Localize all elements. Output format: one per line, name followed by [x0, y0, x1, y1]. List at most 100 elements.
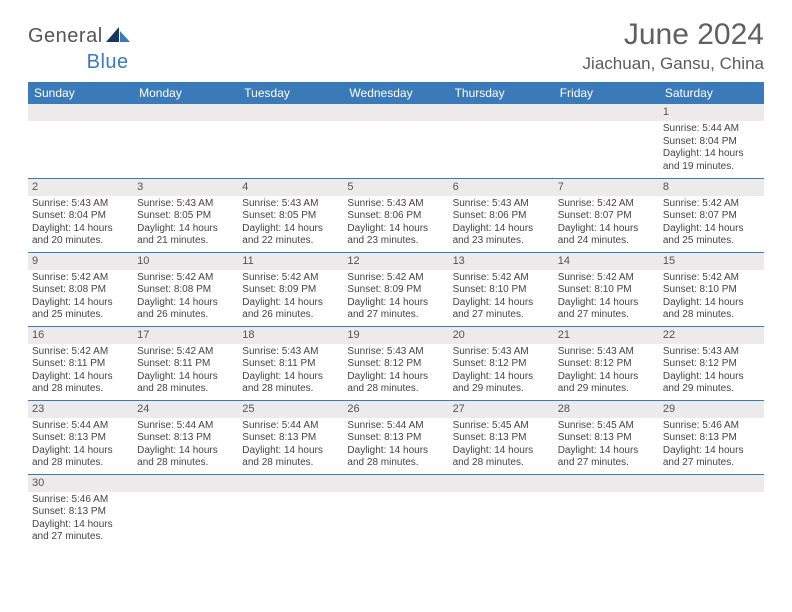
day-content: Sunrise: 5:42 AMSunset: 8:10 PMDaylight:… [449, 270, 554, 324]
calendar-day-cell: 2Sunrise: 5:43 AMSunset: 8:04 PMDaylight… [28, 178, 133, 252]
calendar-table: Sunday Monday Tuesday Wednesday Thursday… [28, 82, 764, 548]
day-number [554, 475, 659, 492]
calendar-day-cell [554, 474, 659, 548]
sunrise-text: Sunrise: 5:42 AM [663, 198, 760, 211]
calendar-day-cell: 30Sunrise: 5:46 AMSunset: 8:13 PMDayligh… [28, 474, 133, 548]
sunrise-text: Sunrise: 5:43 AM [558, 346, 655, 359]
calendar-day-cell: 11Sunrise: 5:42 AMSunset: 8:09 PMDayligh… [238, 252, 343, 326]
sunrise-text: Sunrise: 5:43 AM [242, 346, 339, 359]
calendar-day-cell: 15Sunrise: 5:42 AMSunset: 8:10 PMDayligh… [659, 252, 764, 326]
sunrise-text: Sunrise: 5:44 AM [347, 420, 444, 433]
calendar-week-row: 1Sunrise: 5:44 AMSunset: 8:04 PMDaylight… [28, 104, 764, 178]
daylight-text: Daylight: 14 hours and 25 minutes. [663, 223, 760, 248]
daylight-text: Daylight: 14 hours and 28 minutes. [453, 445, 550, 470]
calendar-day-cell: 14Sunrise: 5:42 AMSunset: 8:10 PMDayligh… [554, 252, 659, 326]
daylight-text: Daylight: 14 hours and 28 minutes. [663, 297, 760, 322]
calendar-week-row: 2Sunrise: 5:43 AMSunset: 8:04 PMDaylight… [28, 178, 764, 252]
day-number: 7 [554, 179, 659, 196]
day-content: Sunrise: 5:43 AMSunset: 8:05 PMDaylight:… [133, 196, 238, 250]
day-content: Sunrise: 5:42 AMSunset: 8:08 PMDaylight:… [28, 270, 133, 324]
day-content: Sunrise: 5:42 AMSunset: 8:09 PMDaylight:… [343, 270, 448, 324]
month-title: June 2024 [583, 18, 764, 52]
sunrise-text: Sunrise: 5:44 AM [32, 420, 129, 433]
sunrise-text: Sunrise: 5:43 AM [347, 198, 444, 211]
day-content: Sunrise: 5:44 AMSunset: 8:13 PMDaylight:… [343, 418, 448, 472]
sunrise-text: Sunrise: 5:43 AM [242, 198, 339, 211]
day-number: 1 [659, 104, 764, 121]
sunset-text: Sunset: 8:09 PM [347, 284, 444, 297]
daylight-text: Daylight: 14 hours and 24 minutes. [558, 223, 655, 248]
sunset-text: Sunset: 8:08 PM [32, 284, 129, 297]
calendar-day-cell [449, 104, 554, 178]
page: GeneralBlue June 2024 Jiachuan, Gansu, C… [0, 0, 792, 566]
day-number: 10 [133, 253, 238, 270]
calendar-day-cell: 3Sunrise: 5:43 AMSunset: 8:05 PMDaylight… [133, 178, 238, 252]
sunrise-text: Sunrise: 5:44 AM [137, 420, 234, 433]
calendar-day-cell: 24Sunrise: 5:44 AMSunset: 8:13 PMDayligh… [133, 400, 238, 474]
calendar-week-row: 23Sunrise: 5:44 AMSunset: 8:13 PMDayligh… [28, 400, 764, 474]
sunrise-text: Sunrise: 5:43 AM [347, 346, 444, 359]
day-content: Sunrise: 5:43 AMSunset: 8:05 PMDaylight:… [238, 196, 343, 250]
day-content: Sunrise: 5:45 AMSunset: 8:13 PMDaylight:… [449, 418, 554, 472]
day-number: 18 [238, 327, 343, 344]
sunrise-text: Sunrise: 5:45 AM [558, 420, 655, 433]
calendar-day-cell [449, 474, 554, 548]
calendar-day-cell: 4Sunrise: 5:43 AMSunset: 8:05 PMDaylight… [238, 178, 343, 252]
day-number: 30 [28, 475, 133, 492]
day-content: Sunrise: 5:42 AMSunset: 8:09 PMDaylight:… [238, 270, 343, 324]
day-number [238, 104, 343, 121]
day-number: 15 [659, 253, 764, 270]
sunset-text: Sunset: 8:10 PM [663, 284, 760, 297]
calendar-day-cell: 7Sunrise: 5:42 AMSunset: 8:07 PMDaylight… [554, 178, 659, 252]
day-number [238, 475, 343, 492]
weekday-header: Tuesday [238, 82, 343, 104]
weekday-header: Friday [554, 82, 659, 104]
sunrise-text: Sunrise: 5:42 AM [137, 272, 234, 285]
day-content: Sunrise: 5:44 AMSunset: 8:13 PMDaylight:… [133, 418, 238, 472]
sunrise-text: Sunrise: 5:42 AM [32, 346, 129, 359]
daylight-text: Daylight: 14 hours and 20 minutes. [32, 223, 129, 248]
sunset-text: Sunset: 8:07 PM [663, 210, 760, 223]
sunrise-text: Sunrise: 5:42 AM [347, 272, 444, 285]
sunset-text: Sunset: 8:11 PM [137, 358, 234, 371]
day-number: 23 [28, 401, 133, 418]
sunset-text: Sunset: 8:13 PM [663, 432, 760, 445]
sunset-text: Sunset: 8:11 PM [242, 358, 339, 371]
calendar-day-cell [343, 104, 448, 178]
day-content: Sunrise: 5:44 AMSunset: 8:13 PMDaylight:… [238, 418, 343, 472]
daylight-text: Daylight: 14 hours and 19 minutes. [663, 148, 760, 173]
day-number: 2 [28, 179, 133, 196]
day-content: Sunrise: 5:44 AMSunset: 8:13 PMDaylight:… [28, 418, 133, 472]
calendar-day-cell: 6Sunrise: 5:43 AMSunset: 8:06 PMDaylight… [449, 178, 554, 252]
daylight-text: Daylight: 14 hours and 28 minutes. [347, 445, 444, 470]
sunrise-text: Sunrise: 5:43 AM [663, 346, 760, 359]
sunrise-text: Sunrise: 5:43 AM [32, 198, 129, 211]
sunrise-text: Sunrise: 5:46 AM [32, 494, 129, 507]
sunrise-text: Sunrise: 5:42 AM [453, 272, 550, 285]
day-content: Sunrise: 5:44 AMSunset: 8:04 PMDaylight:… [659, 121, 764, 175]
calendar-day-cell: 12Sunrise: 5:42 AMSunset: 8:09 PMDayligh… [343, 252, 448, 326]
sunrise-text: Sunrise: 5:45 AM [453, 420, 550, 433]
day-content: Sunrise: 5:43 AMSunset: 8:06 PMDaylight:… [449, 196, 554, 250]
day-number: 9 [28, 253, 133, 270]
weekday-header: Saturday [659, 82, 764, 104]
day-number [449, 104, 554, 121]
day-number [449, 475, 554, 492]
sunset-text: Sunset: 8:09 PM [242, 284, 339, 297]
calendar-day-cell [133, 474, 238, 548]
calendar-day-cell [133, 104, 238, 178]
calendar-day-cell: 10Sunrise: 5:42 AMSunset: 8:08 PMDayligh… [133, 252, 238, 326]
sunset-text: Sunset: 8:12 PM [347, 358, 444, 371]
day-number [28, 104, 133, 121]
calendar-day-cell: 19Sunrise: 5:43 AMSunset: 8:12 PMDayligh… [343, 326, 448, 400]
calendar-day-cell: 20Sunrise: 5:43 AMSunset: 8:12 PMDayligh… [449, 326, 554, 400]
sunset-text: Sunset: 8:04 PM [663, 136, 760, 149]
sunrise-text: Sunrise: 5:42 AM [242, 272, 339, 285]
day-number [343, 104, 448, 121]
day-number [343, 475, 448, 492]
sunset-text: Sunset: 8:13 PM [32, 432, 129, 445]
sunset-text: Sunset: 8:08 PM [137, 284, 234, 297]
day-number: 5 [343, 179, 448, 196]
sunset-text: Sunset: 8:13 PM [558, 432, 655, 445]
sunrise-text: Sunrise: 5:43 AM [453, 346, 550, 359]
